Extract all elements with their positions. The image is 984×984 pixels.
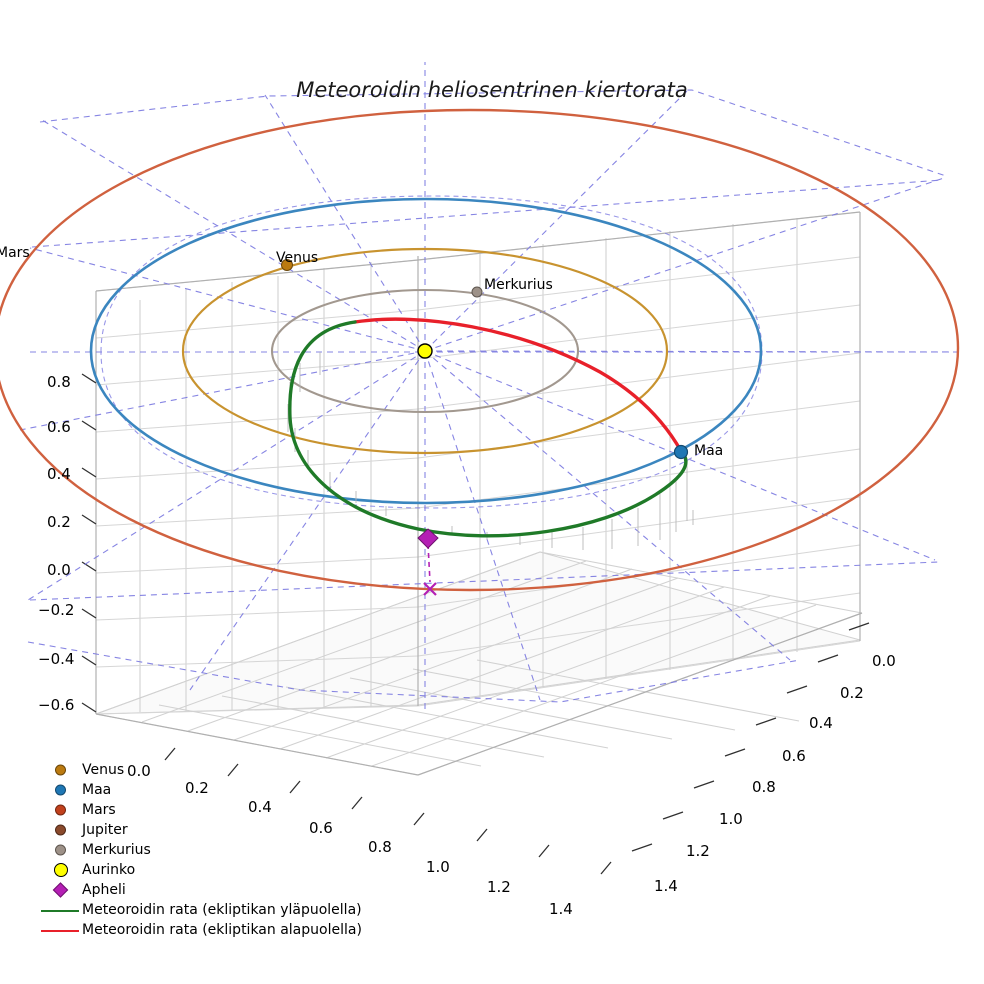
meteoroid-orbit-above-ecliptic (288, 320, 688, 538)
legend-item-label: Venus (82, 762, 125, 778)
x-tick-3: 0.6 (309, 819, 333, 837)
x-tick-4: 0.8 (368, 838, 392, 856)
legend-item-label: Apheli (82, 882, 126, 898)
legend-item-label: Meteoroidin rata (ekliptikan alapuolella… (82, 922, 362, 938)
legend-marker-icon (38, 860, 82, 880)
legend-item[interactable]: Merkurius (38, 840, 358, 860)
y-tick-6: 1.2 (686, 842, 710, 860)
earth-marker (673, 444, 689, 460)
legend-marker-icon (38, 800, 82, 820)
legend-marker-icon (38, 780, 82, 800)
legend-item-label: Mars (82, 802, 116, 818)
legend-item-label: Maa (82, 782, 112, 798)
y-tick-7: 1.4 (654, 877, 678, 895)
legend-item[interactable]: Jupiter (38, 820, 358, 840)
legend-marker-icon (38, 880, 82, 900)
legend-marker-icon (38, 760, 82, 780)
z-tick-5: −0.2 (38, 601, 75, 619)
y-tick-0: 0.0 (872, 652, 896, 670)
legend-item[interactable]: Apheli (38, 880, 358, 900)
z-tick-1: 0.6 (47, 418, 71, 436)
x-tick-6: 1.2 (487, 878, 511, 896)
mercury-marker (471, 286, 483, 298)
mercury-orbit (270, 288, 580, 414)
floor-pane (95, 551, 861, 715)
chart-legend: Venus Maa Mars Jupiter Merkurius Aurinko Aphel… (38, 760, 362, 940)
z-tick-3: 0.2 (47, 513, 71, 531)
body-label-1: Venus (276, 250, 319, 266)
legend-marker-icon (38, 900, 82, 920)
venus-orbit (181, 247, 669, 455)
body-label-0: Mars (0, 245, 30, 261)
legend-item-label: Jupiter (82, 822, 128, 838)
body-label-2: Merkurius (484, 277, 553, 293)
legend-item[interactable]: Maa (38, 780, 358, 800)
aphelion-projection-x-icon (423, 582, 437, 596)
earth-orbit (89, 197, 763, 505)
aphelion-drop-line (427, 543, 431, 583)
x-tick-0: 0.0 (127, 762, 151, 780)
aphelion-marker (417, 528, 439, 549)
axis-ticks (81, 373, 870, 875)
y-tick-4: 0.8 (752, 778, 776, 796)
sun-marker (417, 343, 433, 359)
legend-item[interactable]: Aurinko (38, 860, 358, 880)
meteoroid-orbit-below-ecliptic (353, 317, 683, 453)
z-tick-4: 0.0 (47, 561, 71, 579)
legend-marker-icon (38, 820, 82, 840)
mars-orbit (0, 108, 960, 592)
legend-item[interactable]: Meteoroidin rata (ekliptikan alapuolella… (38, 920, 362, 940)
z-tick-7: −0.6 (38, 696, 75, 714)
legend-item[interactable]: Mars (38, 800, 358, 820)
legend-item-label: Aurinko (82, 862, 136, 878)
y-tick-1: 0.2 (840, 684, 864, 702)
z-tick-0: 0.8 (47, 373, 71, 391)
x-tick-2: 0.4 (248, 798, 272, 816)
legend-item-label: Meteoroidin rata (ekliptikan yläpuolella… (82, 902, 362, 918)
x-tick-1: 0.2 (185, 779, 209, 797)
legend-item[interactable]: Meteoroidin rata (ekliptikan yläpuolella… (38, 900, 362, 920)
z-tick-6: −0.4 (38, 650, 75, 668)
x-tick-7: 1.4 (549, 900, 573, 918)
legend-item-label: Merkurius (82, 842, 151, 858)
venus-marker (281, 259, 293, 271)
legend-item[interactable]: Venus (38, 760, 358, 780)
y-tick-2: 0.4 (809, 714, 833, 732)
y-tick-3: 0.6 (782, 747, 806, 765)
y-tick-5: 1.0 (719, 810, 743, 828)
body-label-3: Maa (694, 443, 724, 459)
z-tick-2: 0.4 (47, 465, 71, 483)
x-tick-5: 1.0 (426, 858, 450, 876)
legend-marker-icon (38, 840, 82, 860)
legend-marker-icon (38, 920, 82, 940)
